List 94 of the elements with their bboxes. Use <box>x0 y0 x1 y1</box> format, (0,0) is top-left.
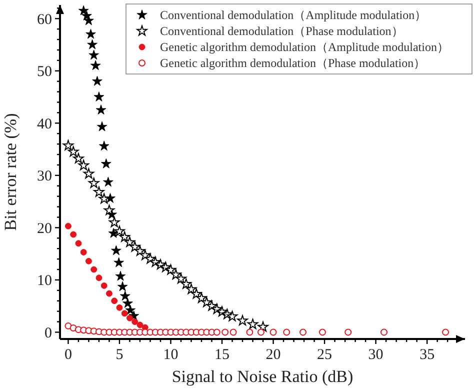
point <box>115 270 126 281</box>
point <box>196 292 207 303</box>
point <box>126 314 133 322</box>
point <box>100 158 112 168</box>
point <box>96 274 102 282</box>
point <box>78 5 89 16</box>
legend-label: Conventional demodulation（Amplitude modulation） <box>160 8 427 22</box>
point <box>70 231 77 238</box>
x-tick-label: 35 <box>420 347 435 363</box>
y-tick-label: 40 <box>37 116 52 132</box>
point <box>98 193 110 204</box>
legend-label: Genetic algorithm demodulation（Phase modulation） <box>160 56 426 70</box>
x-tick-label: 10 <box>163 347 178 363</box>
point <box>94 92 104 102</box>
x-tick-label: 30 <box>368 347 384 363</box>
legend-label: Conventional demodulation（Phase modulation） <box>160 24 404 38</box>
point <box>106 290 112 297</box>
point <box>90 266 98 273</box>
point <box>442 328 450 336</box>
point <box>270 328 277 336</box>
point <box>283 328 290 336</box>
point <box>96 121 108 132</box>
point <box>121 310 128 317</box>
point <box>78 160 89 170</box>
point <box>237 315 248 326</box>
x-tick-label: 15 <box>214 347 230 363</box>
point <box>318 328 326 336</box>
point <box>94 186 104 197</box>
point <box>75 240 82 247</box>
point <box>180 278 192 289</box>
point <box>213 328 220 336</box>
point <box>96 104 106 114</box>
point <box>114 257 124 268</box>
point <box>129 241 140 252</box>
legend-label: Genetic algorithm demodulation（Amplitude modulation） <box>160 40 449 54</box>
point <box>98 140 110 151</box>
point <box>90 60 101 70</box>
point <box>186 284 197 294</box>
point <box>87 39 98 50</box>
point <box>92 76 102 86</box>
point <box>124 236 136 247</box>
point <box>125 304 136 315</box>
point <box>103 176 114 187</box>
y-tick-label: 20 <box>37 220 52 237</box>
point <box>132 318 138 325</box>
point <box>226 310 238 322</box>
point <box>83 168 94 179</box>
y-tick-label: 30 <box>37 168 52 185</box>
point <box>165 264 176 275</box>
point <box>119 231 130 242</box>
point <box>80 249 87 256</box>
point <box>258 321 268 332</box>
x-tick-label: 25 <box>317 347 332 363</box>
point <box>344 328 352 336</box>
point <box>84 15 94 26</box>
point <box>73 153 84 164</box>
point <box>300 328 306 336</box>
point <box>176 273 186 284</box>
point <box>104 204 115 216</box>
point <box>85 258 92 264</box>
point <box>247 318 258 330</box>
point <box>108 216 120 228</box>
point <box>257 328 264 336</box>
point <box>64 222 72 230</box>
y-axis-title: Bit error rate (%) <box>1 113 20 231</box>
point <box>62 140 74 150</box>
point <box>222 328 229 336</box>
y-tick-label: 60 <box>37 12 52 28</box>
x-axis-title: Signal to Noise Ratio (dB) <box>172 367 354 386</box>
point <box>88 178 100 188</box>
point <box>86 28 96 39</box>
point <box>100 282 108 289</box>
point <box>122 298 133 308</box>
x-tick-label: 5 <box>116 347 124 363</box>
point <box>380 328 388 336</box>
point <box>230 328 237 336</box>
point <box>64 322 72 330</box>
point <box>120 290 130 301</box>
x-tick-label: 0 <box>64 347 72 363</box>
point <box>136 322 144 328</box>
point <box>116 304 123 311</box>
x-tick-label: 20 <box>266 347 281 363</box>
point <box>111 245 122 256</box>
point <box>117 281 128 292</box>
point <box>170 269 182 280</box>
point <box>114 226 125 236</box>
point <box>68 146 79 157</box>
y-tick-label: 10 <box>37 273 52 290</box>
point <box>134 246 146 256</box>
y-tick-label: 50 <box>37 64 52 80</box>
point <box>246 328 254 336</box>
point <box>111 298 118 304</box>
point <box>88 50 99 60</box>
y-tick-label: 0 <box>44 325 52 342</box>
